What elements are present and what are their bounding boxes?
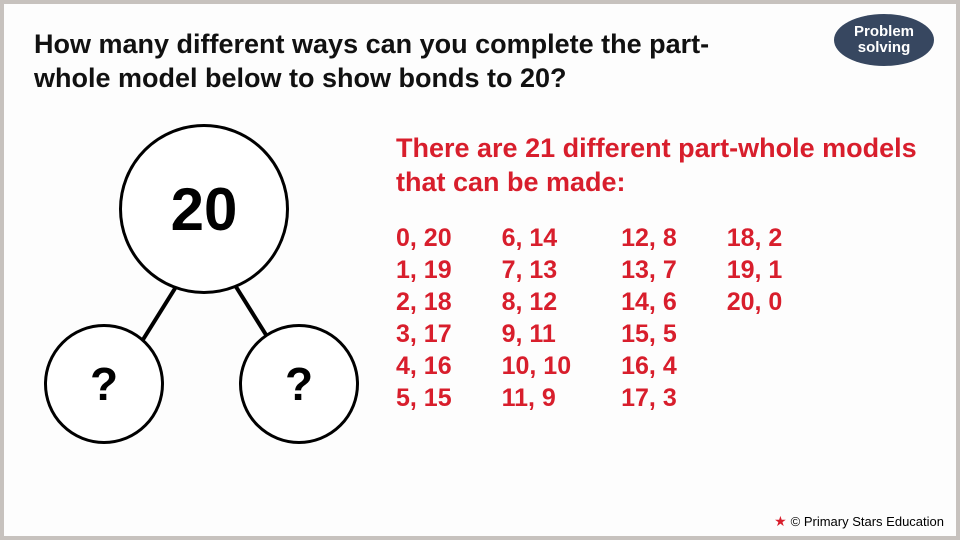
pair: 15, 5 — [621, 320, 677, 349]
pair: 11, 9 — [502, 384, 572, 413]
pair: 7, 13 — [502, 256, 572, 285]
pair: 10, 10 — [502, 352, 572, 381]
part-circle-right: ? — [239, 324, 359, 444]
part-whole-model: 20 ? ? — [34, 124, 364, 454]
footer: ★ © Primary Stars Education — [774, 513, 944, 530]
pair: 9, 11 — [502, 320, 572, 349]
pair: 4, 16 — [396, 352, 452, 381]
answer-columns: 0, 20 1, 19 2, 18 3, 17 4, 16 5, 15 6, 1… — [396, 224, 926, 413]
pair: 1, 19 — [396, 256, 452, 285]
pair: 19, 1 — [727, 256, 783, 285]
footer-text: © Primary Stars Education — [791, 514, 944, 529]
star-icon: ★ — [774, 513, 787, 530]
pair: 5, 15 — [396, 384, 452, 413]
pair: 18, 2 — [727, 224, 783, 253]
whole-circle: 20 — [119, 124, 289, 294]
pair: 13, 7 — [621, 256, 677, 285]
pair: 3, 17 — [396, 320, 452, 349]
part-circle-left: ? — [44, 324, 164, 444]
pair: 8, 12 — [502, 288, 572, 317]
content-area: 20 ? ? There are 21 different part-whole… — [34, 124, 926, 496]
answer-block: There are 21 different part-whole models… — [364, 124, 926, 496]
answer-col-2: 6, 14 7, 13 8, 12 9, 11 10, 10 11, 9 — [502, 224, 572, 413]
pair: 16, 4 — [621, 352, 677, 381]
whole-value: 20 — [171, 175, 238, 244]
answer-heading: There are 21 different part-whole models… — [396, 132, 926, 200]
pair: 14, 6 — [621, 288, 677, 317]
problem-solving-badge: Problem solving — [834, 14, 934, 66]
part-left-value: ? — [90, 357, 118, 411]
pair: 20, 0 — [727, 288, 783, 317]
badge-line1: Problem — [854, 23, 914, 40]
pair: 6, 14 — [502, 224, 572, 253]
slide: Problem solving How many different ways … — [0, 0, 960, 540]
part-right-value: ? — [285, 357, 313, 411]
answer-col-4: 18, 2 19, 1 20, 0 — [727, 224, 783, 413]
answer-col-1: 0, 20 1, 19 2, 18 3, 17 4, 16 5, 15 — [396, 224, 452, 413]
pair: 2, 18 — [396, 288, 452, 317]
answer-col-3: 12, 8 13, 7 14, 6 15, 5 16, 4 17, 3 — [621, 224, 677, 413]
badge-line2: solving — [858, 39, 911, 56]
pair: 12, 8 — [621, 224, 677, 253]
pair: 0, 20 — [396, 224, 452, 253]
pair: 17, 3 — [621, 384, 677, 413]
question-text: How many different ways can you complete… — [34, 28, 754, 96]
